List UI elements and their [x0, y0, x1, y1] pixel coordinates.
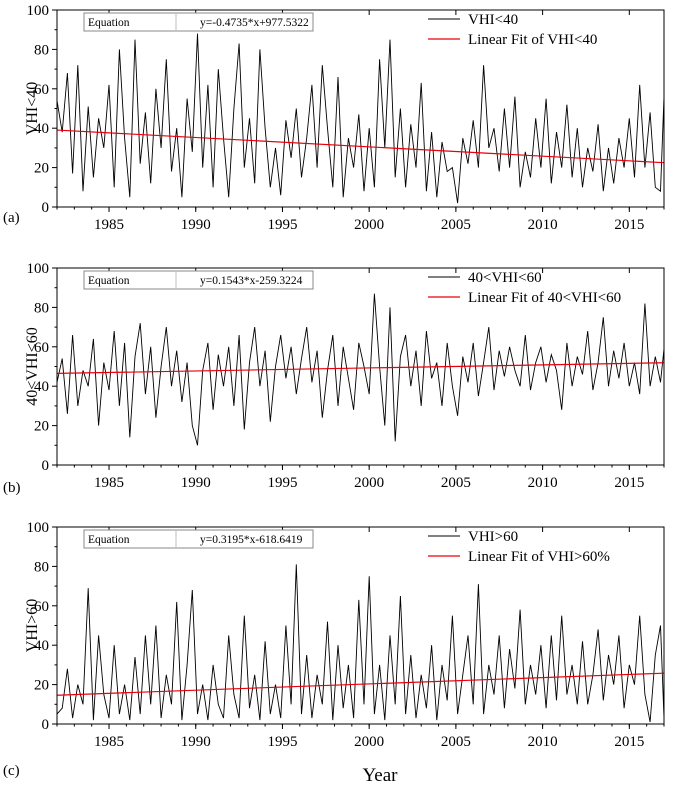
x-tick-label: 2005 [441, 475, 471, 491]
x-tick-label: 2010 [528, 734, 558, 750]
panel-label: (b) [3, 480, 21, 496]
equation-value: y=-0.4735*x+977.5322 [200, 17, 309, 29]
y-tick-label: 80 [34, 300, 49, 316]
panel-2: 1985 1990 1995 2000 2005 2010 2015 0 20 40 60 80 100… [3, 261, 665, 496]
y-axis-label: VHI<40 [24, 82, 41, 135]
x-tick-label: 1995 [267, 734, 297, 750]
y-tick-label: 60 [34, 82, 49, 98]
x-axis-label: Year [362, 765, 398, 786]
y-tick-label: 0 [42, 458, 50, 474]
equation-value: y=0.1543*x-259.3224 [200, 275, 303, 287]
legend-label-series: 40<VHI<60 [468, 270, 542, 286]
y-tick-label: 20 [34, 419, 49, 435]
y-tick-label: 20 [34, 161, 49, 177]
y-axis-label: VHI>60 [24, 599, 41, 652]
y-tick-label: 0 [42, 717, 50, 733]
series-line [56, 293, 665, 446]
x-tick-label: 1995 [267, 217, 297, 233]
equation-label: Equation [88, 275, 130, 287]
equation-box [83, 12, 314, 32]
x-tick-label: 1990 [181, 217, 211, 233]
x-tick-label: 2015 [614, 217, 644, 233]
panel-label: (a) [3, 210, 20, 226]
series-line [56, 33, 665, 204]
fit-line [56, 129, 665, 164]
x-tick-label: 1990 [181, 475, 211, 491]
x-tick-label: 2000 [354, 475, 384, 491]
legend-label-fit: Linear Fit of 40<VHI<60 [468, 290, 621, 306]
panel-1: 1985 1990 1995 2000 2005 2010 2015 0 20 40 60 80 100… [3, 3, 665, 233]
x-tick-label: 2005 [441, 734, 471, 750]
y-tick-label: 100 [27, 3, 50, 19]
x-tick-label: 2015 [614, 475, 644, 491]
panel-label: (c) [3, 763, 20, 779]
x-tick-label: 1985 [94, 475, 124, 491]
legend-label-series: VHI>60 [468, 529, 518, 545]
y-tick-label: 40 [34, 638, 49, 654]
y-tick-label: 0 [42, 200, 50, 216]
y-tick-label: 20 [34, 678, 49, 694]
y-axis-label: 40<VHI<60 [24, 327, 41, 405]
fit-line [56, 672, 665, 696]
y-tick-label: 40 [34, 379, 49, 395]
x-tick-label: 2015 [614, 734, 644, 750]
x-tick-label: 2010 [528, 475, 558, 491]
x-tick-label: 1990 [181, 734, 211, 750]
y-tick-label: 100 [27, 520, 50, 536]
x-tick-label: 1985 [94, 217, 124, 233]
x-tick-label: 2005 [441, 217, 471, 233]
legend-label-fit: Linear Fit of VHI>60% [468, 549, 610, 565]
x-tick-label: 1985 [94, 734, 124, 750]
y-tick-label: 80 [34, 559, 49, 575]
y-tick-label: 60 [34, 599, 49, 615]
equation-label: Equation [88, 17, 130, 29]
series-line [56, 564, 665, 723]
x-tick-label: 2000 [354, 734, 384, 750]
fit-line [56, 362, 665, 374]
equation-value: y=0.3195*x-618.6419 [200, 534, 303, 546]
y-tick-label: 100 [27, 261, 50, 277]
x-tick-label: 1995 [267, 475, 297, 491]
y-tick-label: 80 [34, 42, 49, 58]
equation-box [83, 270, 314, 290]
x-tick-label: 2010 [528, 217, 558, 233]
equation-label: Equation [88, 534, 130, 546]
panel-3: 1985 1990 1995 2000 2005 2010 2015 0 20 40 60 80 100… [3, 520, 665, 779]
equation-box [83, 529, 314, 549]
legend-label-series: VHI<40 [468, 12, 518, 28]
legend-label-fit: Linear Fit of VHI<40 [468, 32, 597, 48]
x-tick-label: 2000 [354, 217, 384, 233]
y-tick-label: 60 [34, 340, 49, 356]
y-tick-label: 40 [34, 121, 49, 137]
